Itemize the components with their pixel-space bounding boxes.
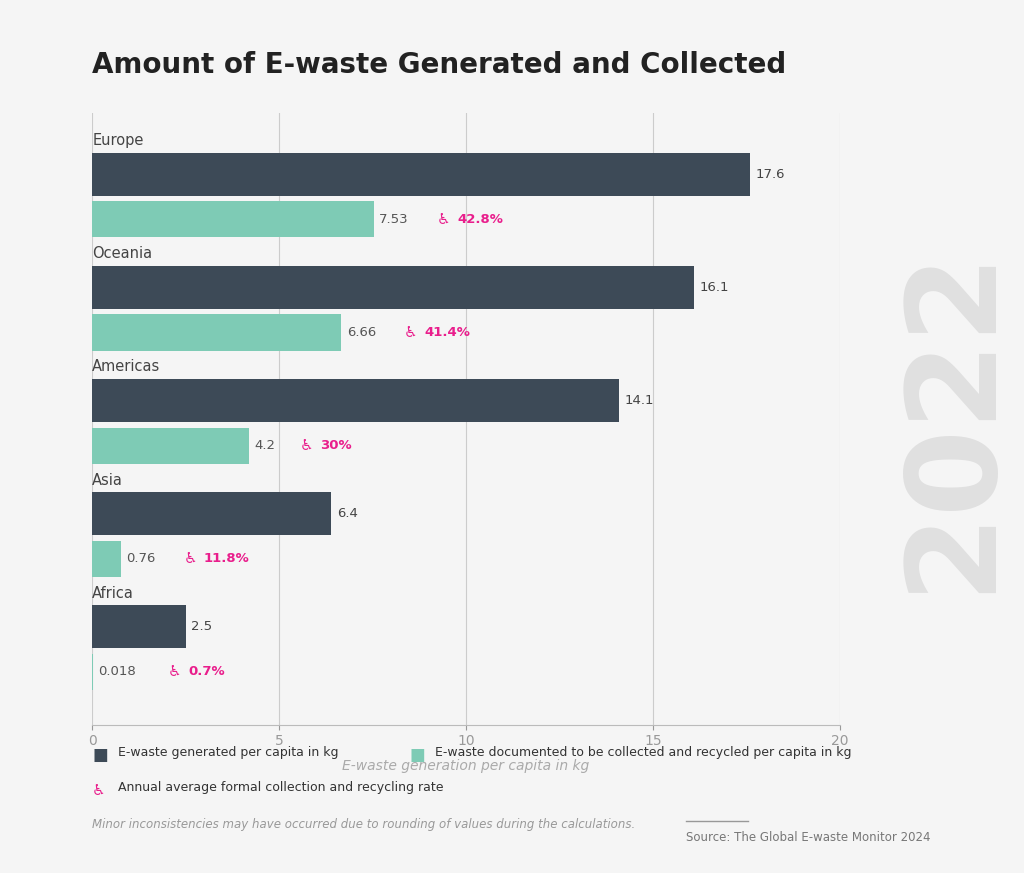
Text: ♿: ♿ <box>403 325 418 340</box>
Text: E-waste documented to be collected and recycled per capita in kg: E-waste documented to be collected and r… <box>435 746 852 760</box>
Text: Americas: Americas <box>92 360 161 375</box>
Text: 0.7%: 0.7% <box>188 665 224 678</box>
Bar <box>92 201 374 237</box>
Text: 17.6: 17.6 <box>756 168 785 181</box>
Text: 0.018: 0.018 <box>98 665 136 678</box>
Text: 0.76: 0.76 <box>126 553 156 566</box>
Text: 42.8%: 42.8% <box>457 213 503 226</box>
Text: Source: The Global E-waste Monitor 2024: Source: The Global E-waste Monitor 2024 <box>686 831 931 844</box>
Text: ♿: ♿ <box>300 438 313 453</box>
Text: 2.5: 2.5 <box>191 620 212 633</box>
X-axis label: E-waste generation per capita in kg: E-waste generation per capita in kg <box>342 760 590 773</box>
Text: 30%: 30% <box>321 439 352 452</box>
Text: ♿: ♿ <box>183 552 197 567</box>
Text: Minor inconsistencies may have occurred due to rounding of values during the cal: Minor inconsistencies may have occurred … <box>92 818 636 831</box>
Text: 16.1: 16.1 <box>699 281 729 293</box>
Bar <box>92 379 620 422</box>
Bar <box>92 492 332 535</box>
Bar <box>92 605 185 648</box>
Bar <box>92 428 249 464</box>
Text: 2022: 2022 <box>892 245 1013 593</box>
Text: Asia: Asia <box>92 472 123 487</box>
Text: ■: ■ <box>92 746 108 765</box>
Bar <box>92 265 694 309</box>
Text: ■: ■ <box>410 746 425 765</box>
Text: 14.1: 14.1 <box>625 394 654 407</box>
Text: 7.53: 7.53 <box>379 213 409 226</box>
Text: 4.2: 4.2 <box>255 439 275 452</box>
Text: ♿: ♿ <box>168 664 181 679</box>
Text: 41.4%: 41.4% <box>424 326 470 339</box>
Text: E-waste generated per capita in kg: E-waste generated per capita in kg <box>118 746 338 760</box>
Text: 6.66: 6.66 <box>347 326 376 339</box>
Text: ♿: ♿ <box>436 212 450 227</box>
Text: Oceania: Oceania <box>92 246 153 261</box>
Text: Europe: Europe <box>92 133 143 148</box>
Text: 6.4: 6.4 <box>337 507 357 520</box>
Text: ♿: ♿ <box>92 783 105 798</box>
Text: Amount of E-waste Generated and Collected: Amount of E-waste Generated and Collecte… <box>92 51 786 79</box>
Text: 11.8%: 11.8% <box>204 553 250 566</box>
Bar <box>92 314 341 351</box>
Bar <box>92 153 750 196</box>
Bar <box>92 540 121 577</box>
Text: Annual average formal collection and recycling rate: Annual average formal collection and rec… <box>118 781 443 794</box>
Text: Africa: Africa <box>92 586 134 601</box>
